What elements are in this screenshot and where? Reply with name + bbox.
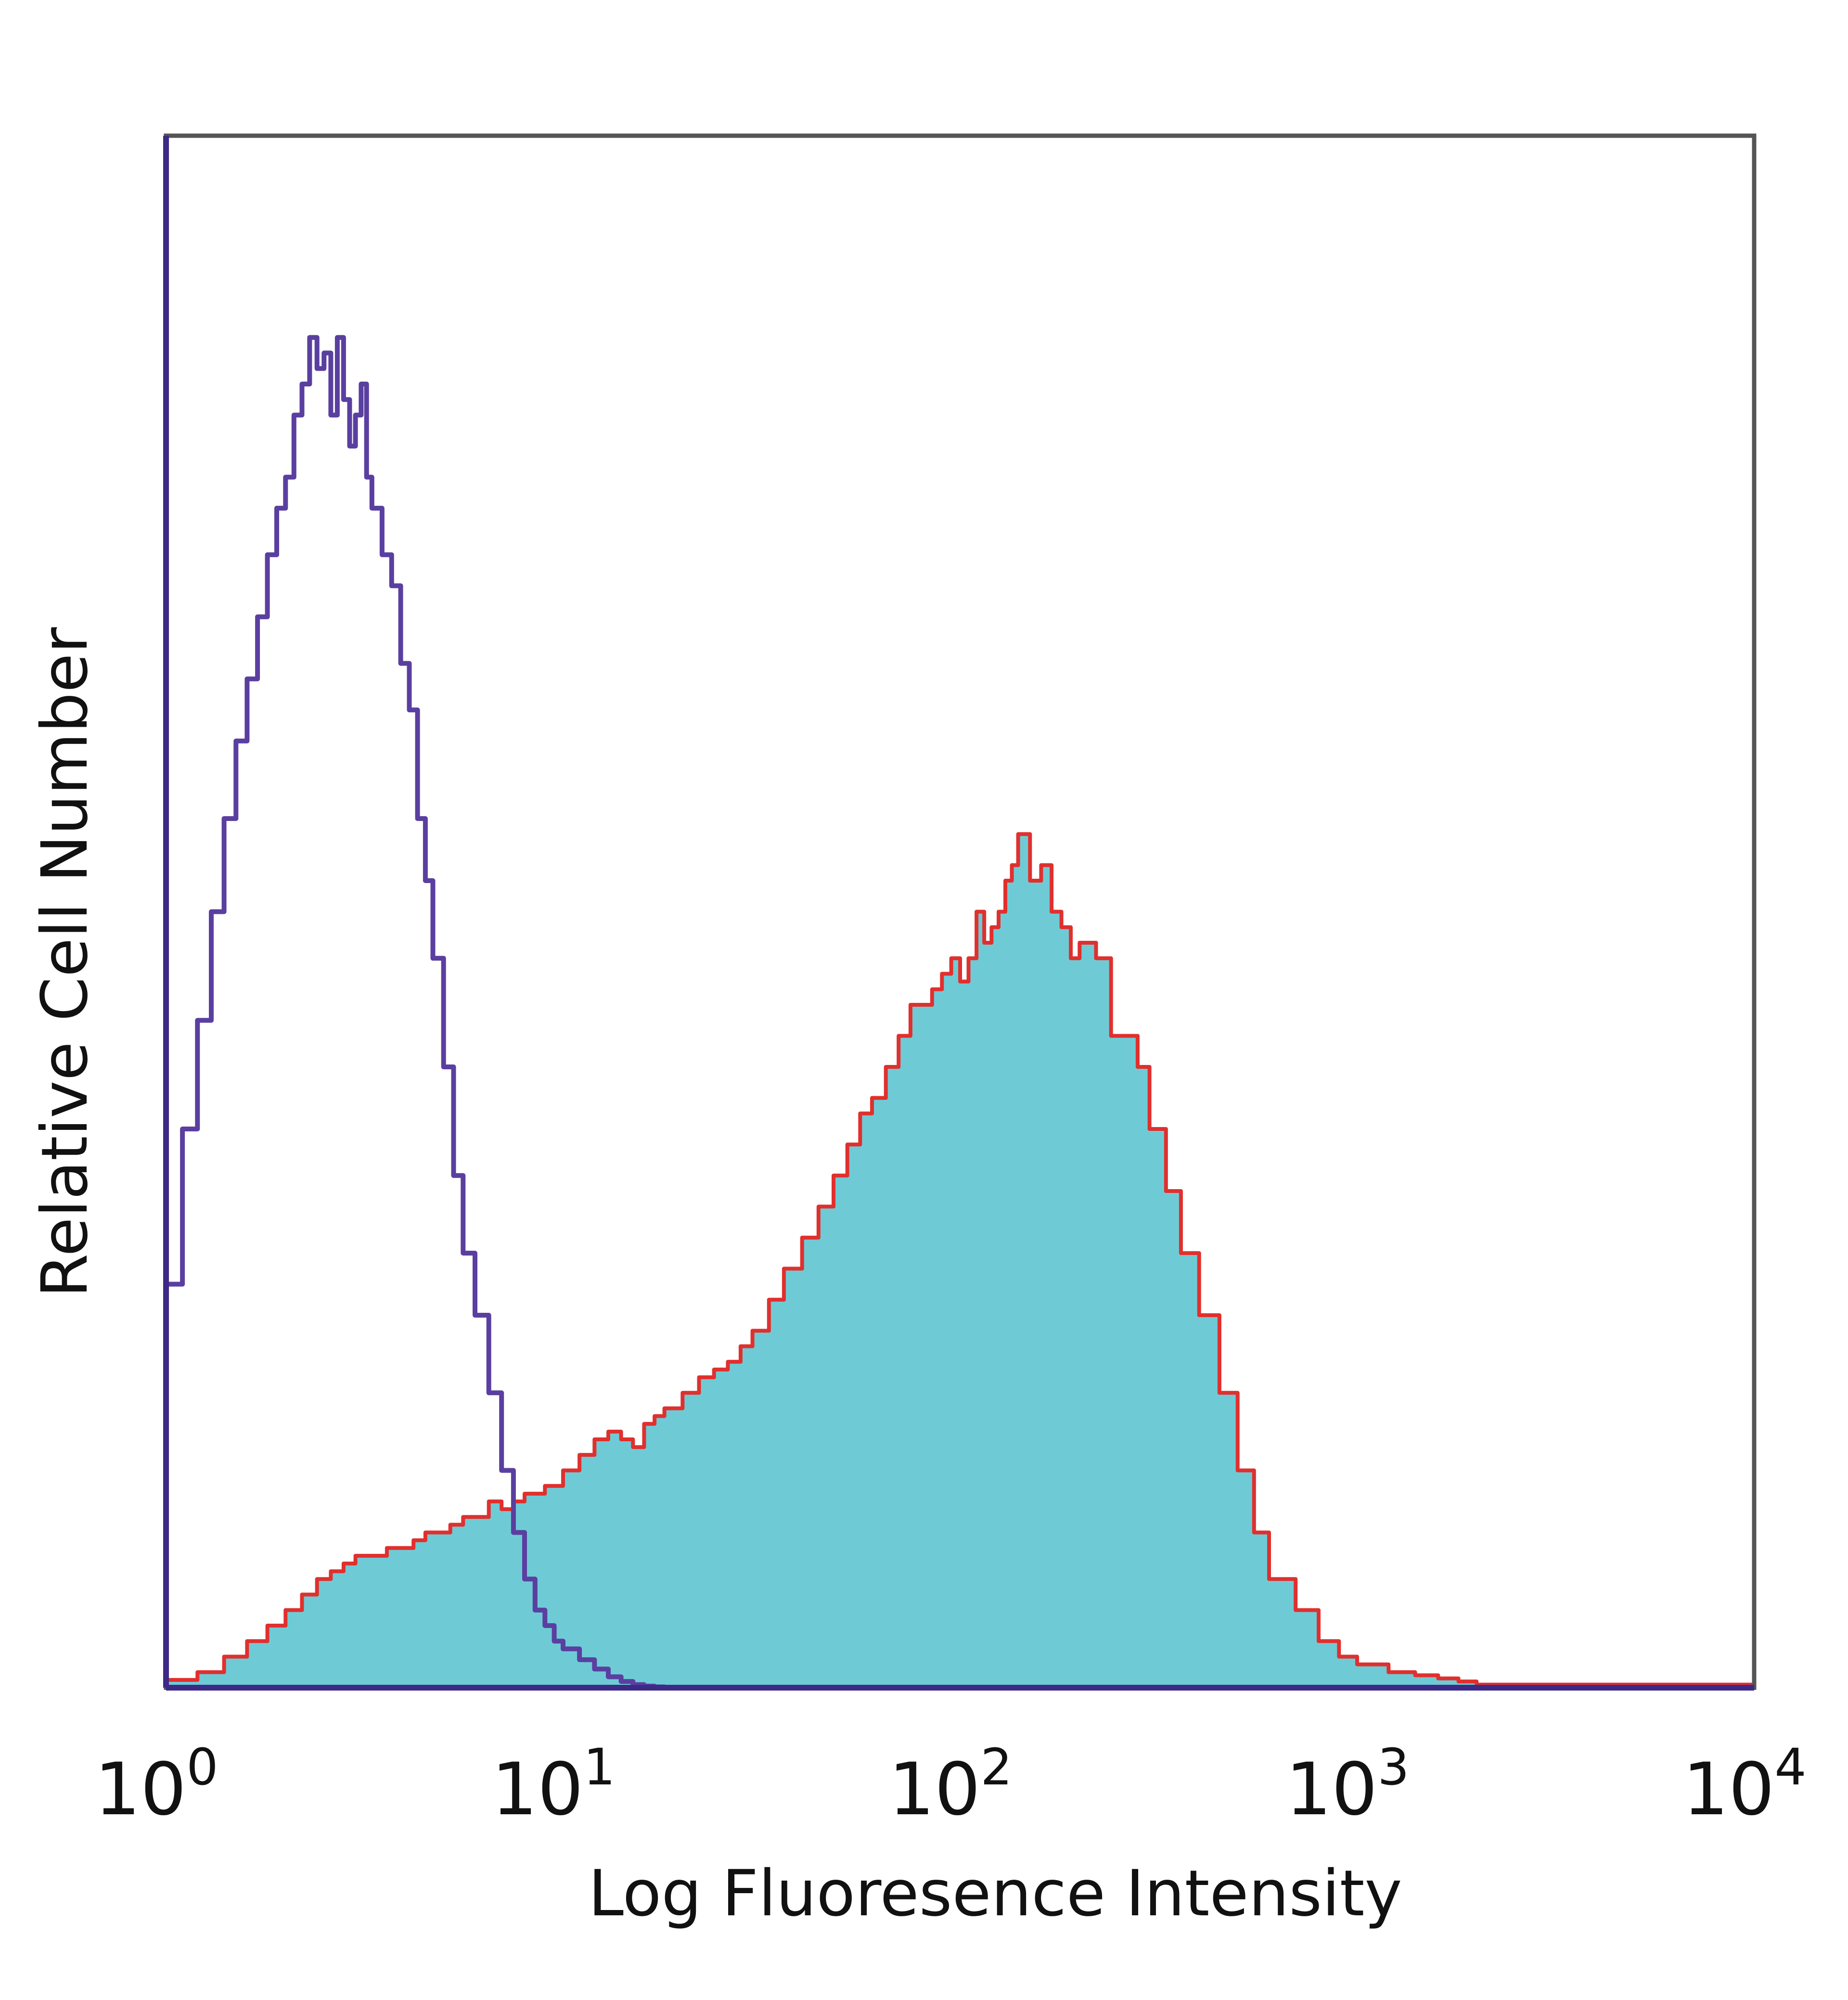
x-tick-label: 101	[491, 1738, 615, 1832]
x-tick-exponent: 4	[1774, 1738, 1806, 1796]
x-tick-exponent: 1	[583, 1738, 615, 1796]
series-outline-histogram	[166, 335, 1754, 1690]
x-tick-label: 100	[94, 1738, 218, 1832]
x-tick-exponent: 0	[186, 1738, 218, 1796]
x-tick-exponent: 3	[1377, 1738, 1409, 1796]
x-tick-base: 10	[888, 1748, 980, 1832]
x-tick-label: 103	[1285, 1738, 1409, 1832]
x-tick-base: 10	[1285, 1748, 1377, 1832]
x-tick-exponent: 2	[980, 1738, 1012, 1796]
x-tick-labels: 100 101 102 103 104	[94, 1738, 1806, 1832]
x-tick-base: 10	[94, 1748, 186, 1832]
y-axis-title: Relative Cell Number	[28, 627, 102, 1298]
series-filled-histogram	[166, 832, 1756, 1688]
filled-histogram-edge	[166, 832, 1756, 1688]
x-tick-base: 10	[491, 1748, 583, 1832]
outline-histogram-line	[166, 335, 1754, 1690]
x-tick-base: 10	[1682, 1748, 1774, 1832]
x-axis-title: Log Fluoresence Intensity	[588, 1857, 1402, 1931]
x-tick-label: 102	[888, 1738, 1012, 1832]
x-tick-label: 104	[1682, 1738, 1806, 1832]
